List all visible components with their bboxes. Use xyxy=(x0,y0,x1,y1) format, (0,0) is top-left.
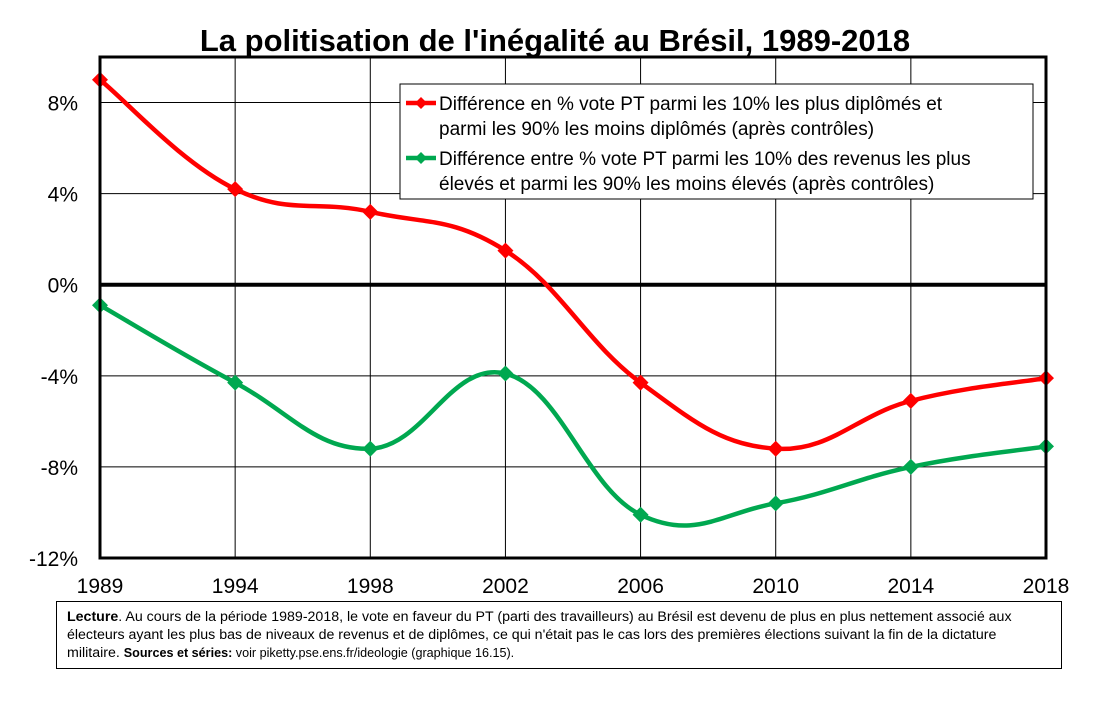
sources-text: voir piketty.pse.ens.fr/ideologie (graph… xyxy=(232,646,515,660)
series-1-marker xyxy=(497,242,514,259)
series-2-marker xyxy=(767,495,784,512)
series-2-marker xyxy=(632,506,649,523)
x-tick-label: 1998 xyxy=(347,575,394,598)
series-2-marker xyxy=(497,365,514,382)
series-2-line xyxy=(97,302,1049,528)
series-2-marker xyxy=(362,440,379,457)
x-tick-label: 2010 xyxy=(752,575,799,598)
x-tick-label: 2014 xyxy=(887,575,934,598)
x-tick-label: 2018 xyxy=(1023,575,1070,598)
legend-swatch-marker xyxy=(415,97,427,109)
reading-note: Lecture. Au cours de la période 1989-201… xyxy=(56,601,1062,669)
series-1-marker xyxy=(632,374,649,391)
series-1-marker xyxy=(227,181,244,198)
chart-title: La politisation de l'inégalité au Brésil… xyxy=(200,23,910,58)
series-2 xyxy=(92,297,1054,528)
y-tick-label: 0% xyxy=(48,275,78,298)
sources-label: Sources et séries: xyxy=(123,646,233,660)
plot-frame xyxy=(98,55,1048,560)
lecture-text: . Au cours de la période 1989-2018, le v… xyxy=(67,609,1012,661)
series-layer xyxy=(92,71,1054,528)
x-tick-label: 2006 xyxy=(617,575,664,598)
legend-box xyxy=(399,83,1034,200)
legend-label: Différence en % vote PT parmi les 10% le… xyxy=(439,94,943,115)
legend-label: parmi les 90% les moins diplômés (après … xyxy=(439,119,874,140)
series-2-marker xyxy=(227,374,244,391)
x-tick-label: 2002 xyxy=(482,575,529,598)
y-tick-label: -4% xyxy=(41,366,78,389)
series-1-marker xyxy=(902,392,919,409)
y-tick-label: -12% xyxy=(29,548,78,571)
legend-label: Différence entre % vote PT parmi les 10%… xyxy=(439,149,971,170)
series-1-marker xyxy=(767,440,784,457)
series-1-marker xyxy=(362,203,379,220)
y-tick-label: -8% xyxy=(41,457,78,480)
y-tick-label: 8% xyxy=(48,93,78,116)
legend: Différence en % vote PT parmi les 10% le… xyxy=(399,83,1034,200)
series-1-line xyxy=(97,77,1049,452)
legend-label: élevés et parmi les 90% les moins élevés… xyxy=(439,174,934,195)
x-tick-label: 1989 xyxy=(77,575,124,598)
lecture-label: Lecture xyxy=(67,609,119,625)
series-2-marker xyxy=(902,458,919,475)
axis-labels: 8% 4% 0% -4% -8% -12% 1989 1994 1998 2002 2006 2010… xyxy=(29,93,1069,598)
y-tick-label: 4% xyxy=(48,184,78,207)
x-tick-label: 1994 xyxy=(212,575,259,598)
chart: La politisation de l'inégalité au Brésil… xyxy=(29,23,1069,598)
legend-swatch-marker xyxy=(415,152,427,164)
